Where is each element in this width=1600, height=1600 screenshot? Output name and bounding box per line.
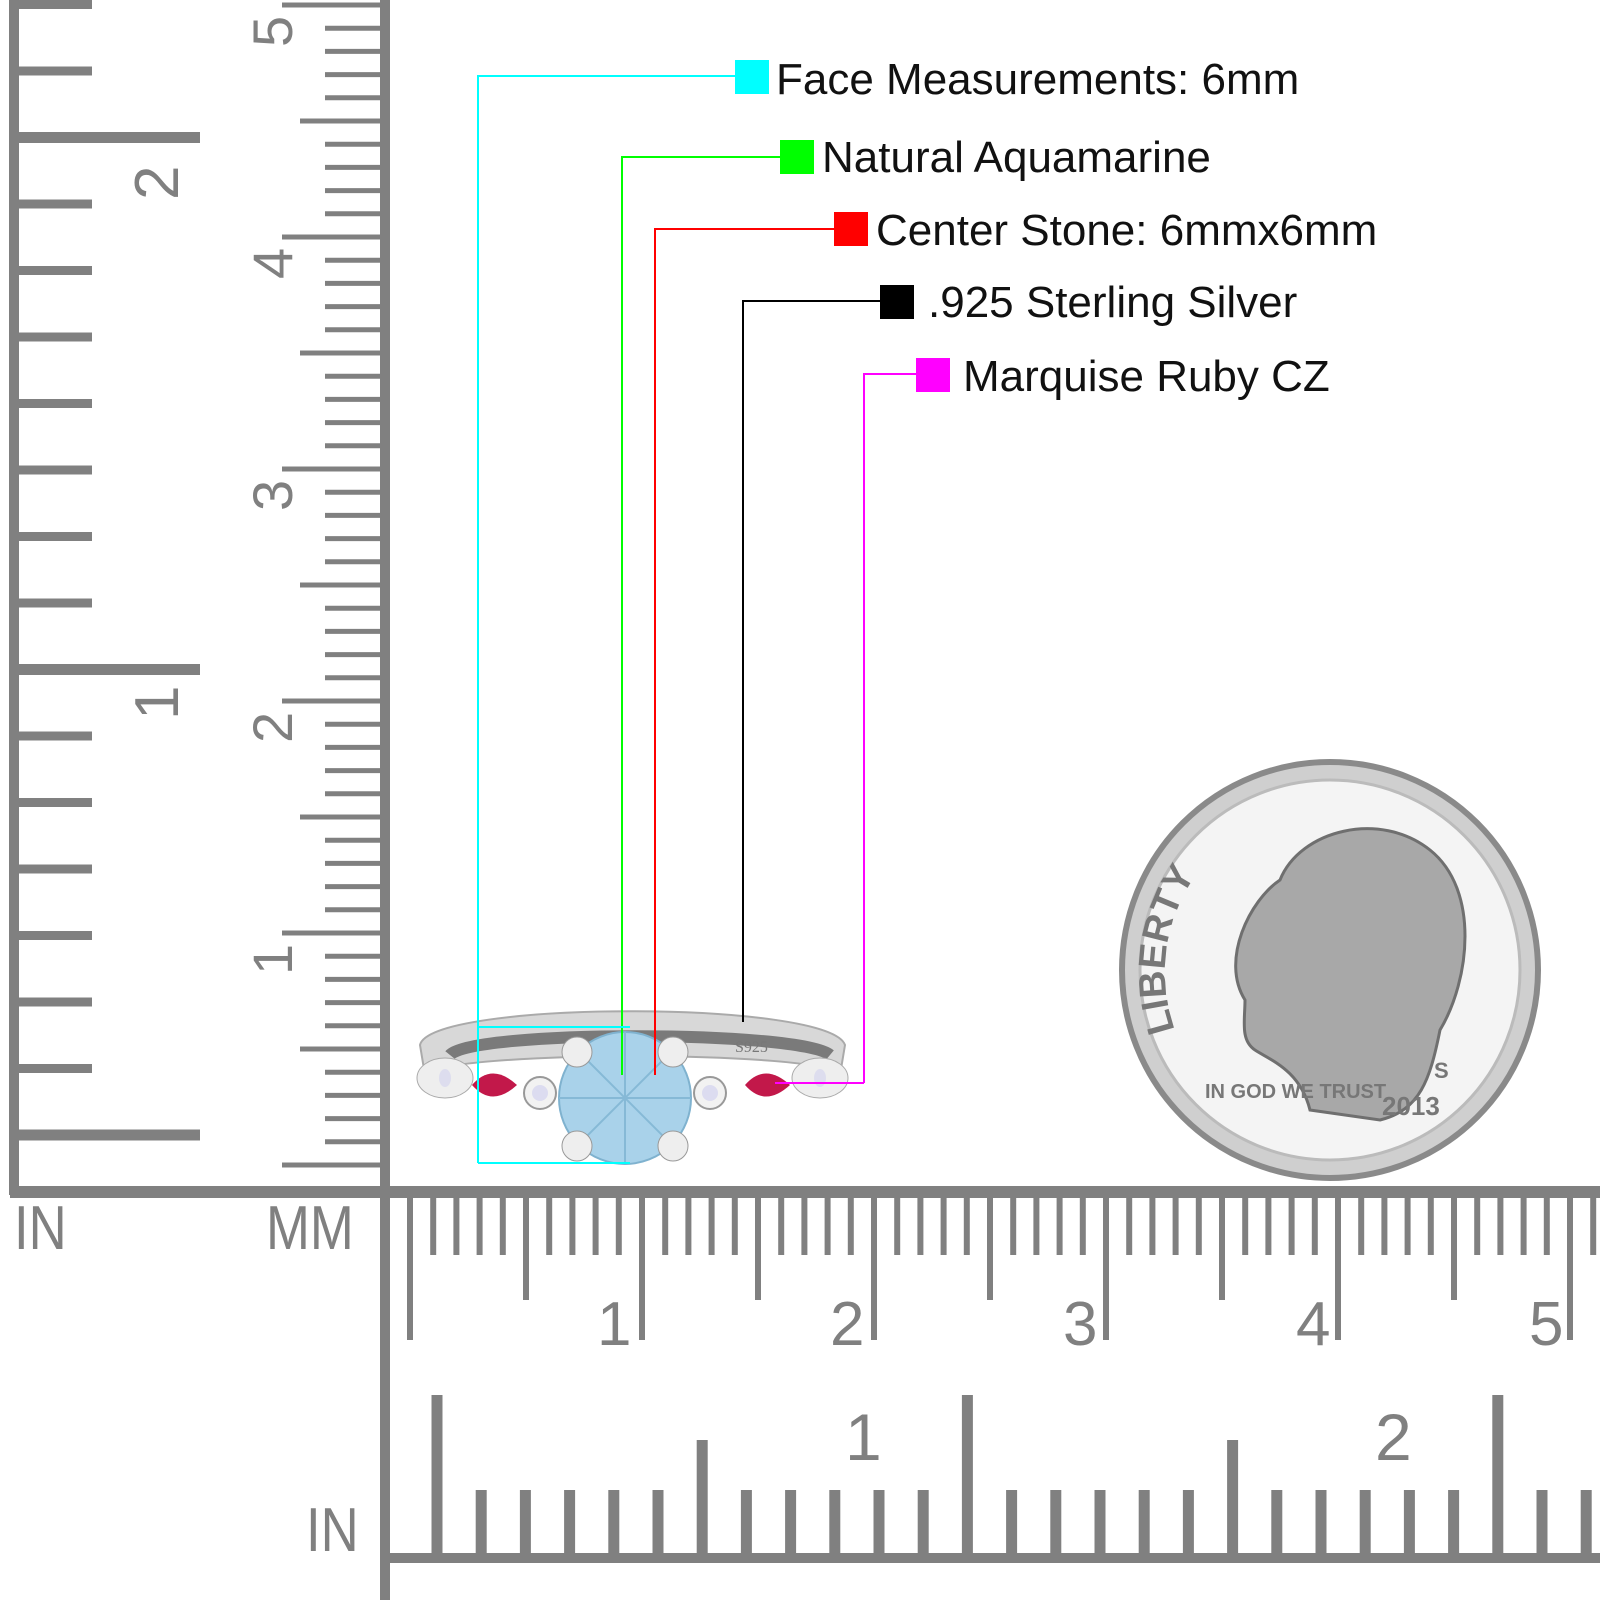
leader-line — [654, 228, 834, 1075]
bottom-inch-unit-label: IN — [306, 1496, 359, 1565]
marquise-ruby-left — [472, 1073, 517, 1097]
horizontal-mm-number: 4 — [1296, 1290, 1330, 1359]
vertical-mm-number: 2 — [241, 712, 304, 743]
legend-center-stone: Center Stone: 6mmx6mm — [876, 206, 1378, 255]
vertical-mm-number: 5 — [241, 16, 304, 47]
vertical-mm-number: 4 — [241, 248, 304, 279]
legend-leader-lines — [477, 60, 950, 1164]
legend-marquise-ruby: Marquise Ruby CZ — [963, 352, 1330, 401]
vertical-inch-number: 2 — [123, 166, 192, 200]
accent-stone — [439, 1069, 451, 1087]
horizontal-mm-number: 5 — [1529, 1290, 1563, 1359]
coin-motto: IN GOD WE TRUST — [1205, 1081, 1386, 1103]
legend-face-measurements: Face Measurements: 6mm — [776, 55, 1300, 104]
vertical-mm-number: 1 — [241, 944, 304, 975]
legend-natural-aquamarine: Natural Aquamarine — [822, 133, 1211, 182]
dime-coin: LIBERTY IN GOD WE TRUST 2013 S — [1119, 759, 1541, 1181]
vertical-inch-number: 1 — [123, 686, 192, 720]
legend-swatch — [880, 285, 914, 319]
horizontal-mm-number: 3 — [1063, 1290, 1097, 1359]
horizontal-mm-number: 1 — [597, 1290, 631, 1359]
legend-swatch — [735, 60, 769, 94]
marquise-ruby-right — [745, 1073, 790, 1097]
coin-year: 2013 — [1382, 1091, 1440, 1121]
horizontal-mm-number: 2 — [830, 1290, 864, 1359]
legend-sterling-silver: .925 Sterling Silver — [928, 278, 1298, 327]
leader-line — [742, 300, 880, 1022]
rulers: 1 2 1 2 3 4 5 1 2 3 4 5 1 2 — [9, 0, 1600, 1600]
ring-stamp: S925 — [735, 1039, 768, 1056]
ring-illustration: S925 — [416, 1010, 849, 1165]
horizontal-inch-number: 2 — [1375, 1400, 1412, 1474]
left-inch-unit-label: IN — [14, 1194, 67, 1263]
roosevelt-portrait — [1234, 827, 1467, 1122]
coin-mint-mark: S — [1434, 1058, 1449, 1083]
legend-swatch — [916, 358, 950, 392]
left-mm-unit-label: MM — [266, 1194, 354, 1263]
legend-swatch — [834, 212, 868, 246]
leader-line — [621, 156, 780, 1075]
legend-swatch — [780, 140, 814, 174]
accent-stone — [814, 1069, 826, 1087]
horizontal-inch-number: 1 — [845, 1400, 882, 1474]
leader-line — [863, 373, 916, 1083]
vertical-mm-number: 3 — [241, 480, 304, 511]
leader-line — [477, 75, 735, 1163]
